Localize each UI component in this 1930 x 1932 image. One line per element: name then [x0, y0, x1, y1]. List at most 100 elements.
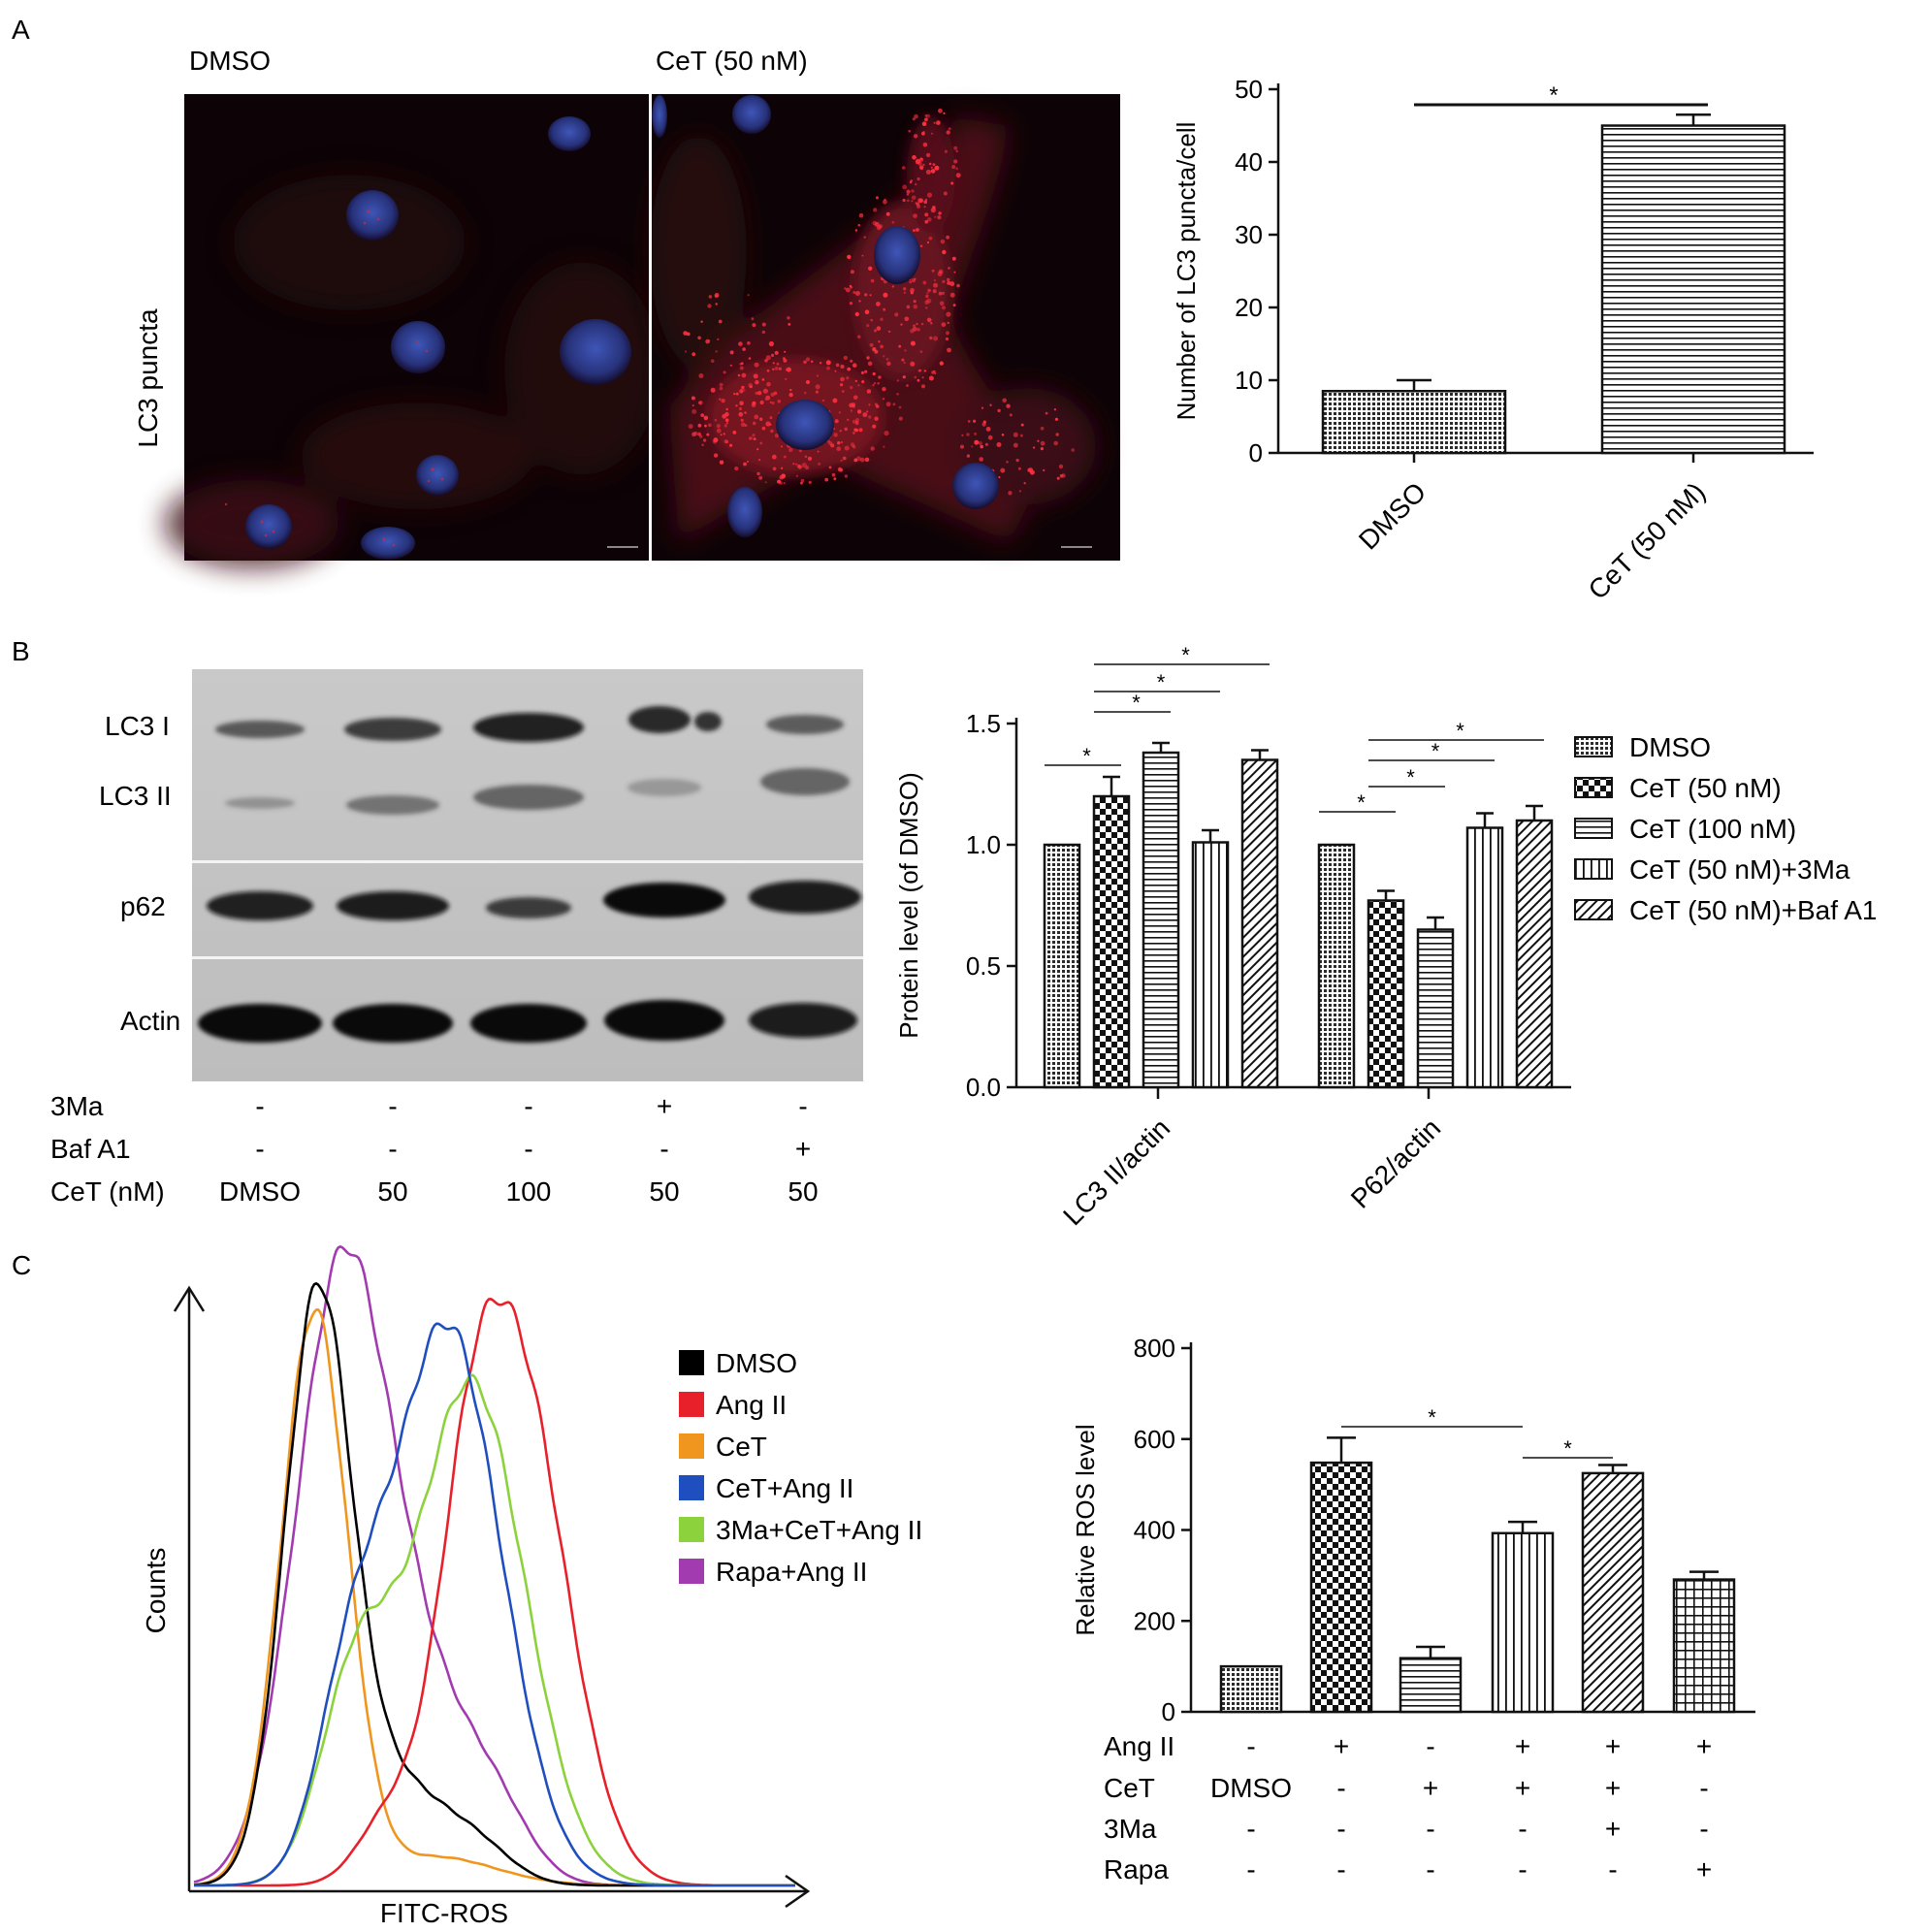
chart-b-legend-swatch	[1574, 858, 1613, 880]
ros-treatment-value: -	[1426, 1731, 1434, 1761]
protein-level-bar-chart: 0.0 0.5 1.0 1.5 Protein level (of DMSO) LC3 I…	[894, 643, 1878, 1231]
chart-a-y-axis-label: Number of LC3 puncta/cell	[1172, 122, 1201, 421]
ros-treatment-value: +	[1605, 1731, 1621, 1761]
blot-label-actin: Actin	[120, 1006, 180, 1036]
chart-c-bar	[1672, 1578, 1736, 1714]
chart-b-legend-swatch	[1574, 736, 1613, 757]
ros-treatment-value: +	[1696, 1854, 1712, 1884]
ros-treatment-name: CeT	[1104, 1773, 1155, 1803]
chart-c-y-axis-label: Relative ROS level	[1071, 1424, 1100, 1635]
ros-treatment-value: +	[1334, 1731, 1349, 1761]
chart-b-legend-swatch	[1574, 818, 1613, 839]
chart-b-significance-star: *	[1406, 765, 1415, 789]
chart-b-legend-swatch	[1574, 899, 1613, 920]
panel-label-b: B	[12, 636, 30, 666]
histogram-legend-swatch	[679, 1433, 704, 1459]
chart-b-significance-star: *	[1456, 719, 1464, 743]
ros-treatment-value: +	[1605, 1814, 1621, 1844]
ros-treatment-table: Ang II - + - + + + CeT DMSO - + + + - 3Ma - - - - + - Rapa - - -…	[1104, 1731, 1712, 1884]
panel-label-c: C	[12, 1250, 31, 1280]
blot-treatment-value: 50	[788, 1176, 818, 1207]
ros-level-bar-chart: 0 200 400 600 800 Relative ROS level * *	[1071, 1334, 1755, 1726]
lc3-puncta-bar-chart: 0 10 20 30 40 50 Number of LC3 puncta/cell DMSO…	[1172, 75, 1814, 605]
panel-label-a: A	[12, 15, 30, 45]
micrograph-label-cet: CeT (50 nM)	[656, 46, 808, 76]
ros-treatment-value: -	[1336, 1814, 1345, 1844]
chart-b-y-tick-label: 0.5	[966, 951, 1001, 981]
ros-treatment-value: -	[1336, 1854, 1345, 1884]
chart-a-x-tick-label: DMSO	[1353, 476, 1431, 555]
blot-treatment-value: -	[388, 1091, 397, 1121]
ros-treatment-value: +	[1696, 1731, 1712, 1761]
blot-treatment-value: -	[255, 1134, 264, 1164]
blot-label-lc3-i: LC3 I	[105, 711, 170, 741]
chart-c-bar	[1309, 1461, 1373, 1714]
chart-b-bar	[1092, 794, 1131, 1089]
chart-b-legend-label: CeT (100 nM)	[1629, 814, 1796, 844]
ros-treatment-value: -	[1246, 1854, 1255, 1884]
chart-c-y-tick-label: 400	[1134, 1516, 1175, 1545]
histogram-curve	[194, 1322, 795, 1887]
chart-b-bar	[1515, 819, 1554, 1089]
blot-treatment-value: +	[657, 1091, 672, 1121]
blot-treatment-value: -	[524, 1091, 532, 1121]
chart-a-y-tick-label: 40	[1235, 147, 1263, 177]
histogram-legend-swatch	[679, 1475, 704, 1500]
ros-treatment-value: -	[1426, 1854, 1434, 1884]
histogram-legend-swatch	[679, 1392, 704, 1417]
chart-b-legend-swatch	[1574, 777, 1613, 798]
blot-treatment-table: 3Ma - - - + - Baf A1 - - - - + CeT (nM) DMSO 50 100 50 50	[50, 1091, 819, 1207]
chart-b-bar	[1142, 751, 1180, 1089]
ros-treatment-value: +	[1605, 1773, 1621, 1803]
chart-c-y-tick-label: 200	[1134, 1606, 1175, 1635]
blot-treatment-value: DMSO	[219, 1176, 301, 1207]
chart-b-bar	[1465, 826, 1504, 1089]
chart-a-significance-star: *	[1549, 82, 1558, 109]
histogram-legend-swatch	[679, 1559, 704, 1584]
blot-treatment-name: 3Ma	[50, 1091, 104, 1121]
chart-b-x-tick-label: P62/actin	[1345, 1112, 1446, 1213]
histogram-legend-swatch	[679, 1350, 704, 1375]
ros-treatment-name: 3Ma	[1104, 1814, 1157, 1844]
chart-a-bar	[1600, 124, 1786, 455]
blot-treatment-value: -	[659, 1134, 668, 1164]
chart-c-bar	[1399, 1657, 1463, 1714]
chart-c-significance-star: *	[1563, 1436, 1572, 1461]
ros-treatment-value: -	[1518, 1814, 1527, 1844]
micrograph-dmso	[165, 94, 659, 567]
chart-b-y-axis-label: Protein level (of DMSO)	[894, 772, 923, 1039]
blot-treatment-value: -	[524, 1134, 532, 1164]
flow-histogram	[173, 1245, 811, 1909]
chart-b-significance-star: *	[1181, 643, 1190, 667]
ros-treatment-name: Rapa	[1104, 1854, 1169, 1884]
micrograph-cet	[650, 94, 1120, 561]
chart-b-y-tick-label: 1.0	[966, 830, 1001, 859]
chart-a-x-tick-label: CeT (50 nM)	[1583, 476, 1712, 605]
chart-b-bar	[1416, 928, 1455, 1089]
blot-treatment-name: Baf A1	[50, 1134, 131, 1164]
histogram-curve	[194, 1298, 795, 1887]
histogram-y-label: Counts	[141, 1548, 171, 1634]
chart-b-x-tick-label: LC3 II/actin	[1057, 1112, 1175, 1231]
western-blot	[192, 669, 863, 1081]
histogram-legend-label: Rapa+Ang II	[716, 1557, 867, 1587]
chart-b-significance-star: *	[1082, 744, 1091, 768]
blot-treatment-value: 50	[649, 1176, 679, 1207]
blot-treatment-value: -	[255, 1091, 264, 1121]
ros-treatment-value: DMSO	[1210, 1773, 1292, 1803]
blot-treatment-value: +	[795, 1134, 811, 1164]
chart-b-significance-star: *	[1132, 691, 1141, 715]
ros-treatment-value: -	[1699, 1814, 1708, 1844]
blot-label-lc3-ii: LC3 II	[99, 781, 172, 811]
ros-treatment-value: +	[1515, 1731, 1530, 1761]
ros-treatment-value: +	[1423, 1773, 1438, 1803]
micrograph-label-dmso: DMSO	[189, 46, 271, 76]
chart-c-bar	[1219, 1664, 1283, 1714]
chart-b-bar	[1191, 841, 1230, 1089]
ros-treatment-value: -	[1246, 1731, 1255, 1761]
chart-a-bar	[1321, 390, 1507, 455]
histogram-curve	[194, 1373, 795, 1887]
chart-c-bar	[1491, 1531, 1555, 1714]
ros-treatment-value: -	[1699, 1773, 1708, 1803]
